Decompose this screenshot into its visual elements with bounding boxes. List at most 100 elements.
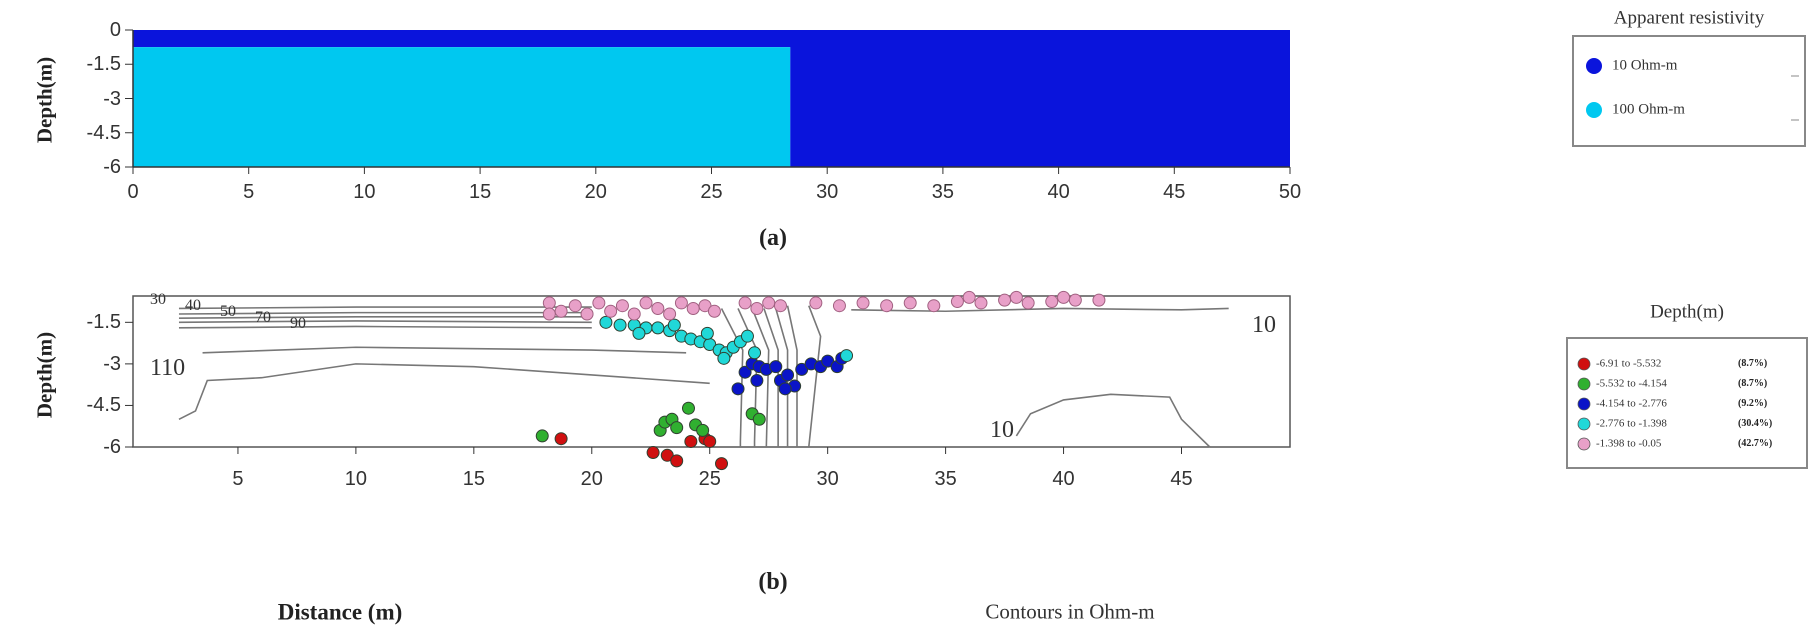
x-tick-label-a: 10: [353, 181, 376, 203]
legend-label-b: -2.776 to -1.398: [1596, 417, 1667, 430]
data-point: [684, 434, 698, 448]
data-point: [667, 318, 681, 332]
data-point: [950, 295, 964, 309]
legend-box-b: [1566, 337, 1808, 469]
data-point: [670, 454, 684, 468]
contour-line: [737, 308, 758, 447]
contour-line: [178, 363, 710, 421]
data-point: [554, 432, 568, 446]
data-point: [700, 326, 714, 340]
data-point: [832, 299, 846, 313]
contour-line: [178, 320, 592, 324]
x-tick-label-b: 10: [344, 468, 367, 490]
data-point: [750, 374, 764, 388]
legend-marker-b: [1577, 357, 1591, 371]
data-point: [809, 296, 823, 310]
y-tick-label-b: -6: [103, 436, 121, 458]
resistivity-region: [790, 30, 1290, 167]
contour-line: [720, 308, 744, 447]
legend-pct-b: (42.7%): [1738, 438, 1773, 449]
data-point: [613, 318, 627, 332]
data-point: [769, 360, 783, 374]
data-point: [696, 423, 710, 437]
y-tick-label-a: -1.5: [86, 53, 121, 76]
y-tick-label-a: 0: [109, 19, 121, 41]
panel-label-a: (a): [759, 225, 787, 251]
x-tick-label-b: 25: [698, 468, 721, 490]
data-point: [568, 299, 582, 313]
data-point: [840, 349, 854, 363]
data-point: [674, 296, 688, 310]
legend-label-b: -1.398 to -0.05: [1596, 437, 1662, 450]
contour-line: [751, 308, 770, 448]
data-point: [660, 448, 674, 462]
legend-marker-a: [1586, 102, 1602, 118]
contour-label: 30: [150, 291, 166, 308]
legend-label-a: 10 Ohm-m: [1612, 57, 1678, 74]
contour-label: 110: [150, 355, 186, 381]
contour-note: Contours in Ohm-m: [985, 599, 1155, 624]
x-tick-label-b: 45: [1170, 468, 1193, 490]
legend-marker-b: [1577, 437, 1591, 451]
contour-label: 40: [185, 297, 201, 314]
data-point: [880, 299, 894, 313]
legend-marker-b: [1577, 417, 1591, 431]
y-tick-label-a: -3: [103, 87, 121, 110]
contour-line: [178, 315, 592, 319]
contour-label: 90: [290, 315, 306, 332]
x-tick-label-a: 30: [816, 181, 839, 203]
data-point: [627, 307, 641, 321]
data-point: [750, 301, 764, 315]
data-point: [639, 296, 653, 310]
data-point: [1057, 290, 1071, 304]
x-tick-label-a: 5: [243, 181, 255, 203]
contour-label: 10: [990, 417, 1014, 443]
data-point: [748, 346, 762, 360]
x-tick-label-a: 25: [700, 181, 723, 203]
legend-pct-b: (8.7%): [1738, 378, 1768, 389]
data-point: [698, 299, 712, 313]
contour-label: 10: [1252, 312, 1276, 338]
data-point: [738, 296, 752, 310]
data-point: [604, 304, 618, 318]
contour-line: [178, 325, 592, 329]
contour-line: [1015, 393, 1211, 448]
y-axis-title-b: Depth(m): [32, 331, 57, 419]
y-tick-label-b: -4.5: [86, 394, 121, 417]
x-tick-label-b: 30: [816, 468, 839, 490]
legend-pct-b: (9.2%): [1738, 398, 1768, 409]
data-point: [592, 296, 606, 310]
data-point: [632, 326, 646, 340]
legend-box-a: [1572, 35, 1806, 147]
contour-line: [202, 346, 687, 354]
data-point: [1045, 295, 1059, 309]
y-tick-label-a: -4.5: [86, 121, 121, 144]
contour-line: [807, 305, 822, 448]
contour-line: [763, 308, 779, 447]
x-tick-label-b: 35: [934, 468, 957, 490]
x-axis-title-b: Distance (m): [277, 599, 403, 625]
data-point: [715, 457, 729, 471]
data-point: [856, 296, 870, 310]
data-point: [821, 354, 835, 368]
data-point: [580, 307, 594, 321]
x-tick-label-a: 0: [127, 181, 139, 203]
x-tick-label-b: 40: [1052, 468, 1075, 490]
legend-marker-b: [1577, 397, 1591, 411]
data-point: [731, 382, 745, 396]
data-point: [670, 421, 684, 435]
data-point: [717, 351, 731, 365]
data-point: [740, 329, 754, 343]
legend-label-b: -4.154 to -2.776: [1596, 397, 1667, 410]
x-tick-label-a: 45: [1163, 181, 1186, 203]
x-tick-label-a: 35: [931, 181, 955, 203]
legend-label-b: -6.91 to -5.532: [1596, 357, 1662, 370]
data-point: [707, 304, 721, 318]
data-point: [646, 446, 660, 460]
y-tick-label-a: -6: [103, 156, 121, 178]
legend-label-b: -5.532 to -4.154: [1596, 377, 1667, 390]
x-tick-label-b: 20: [580, 468, 603, 490]
data-point: [615, 299, 629, 313]
